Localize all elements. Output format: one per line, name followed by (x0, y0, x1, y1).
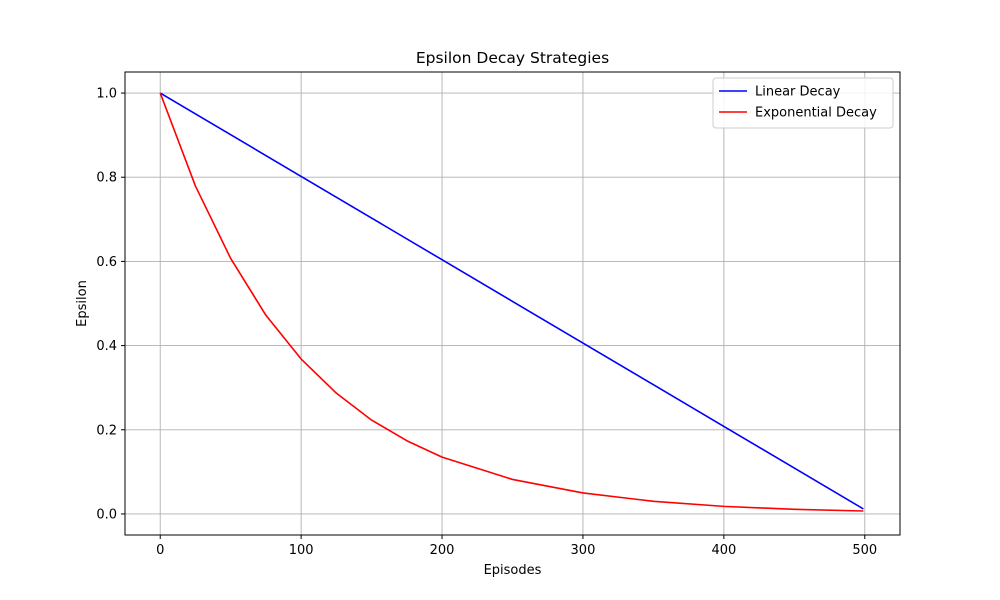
chart-title: Epsilon Decay Strategies (416, 49, 609, 67)
x-tick-label: 0 (156, 543, 164, 558)
legend-label-exponential-decay: Exponential Decay (755, 106, 877, 121)
x-axis-label: Episodes (484, 563, 542, 578)
y-axis-ticks: 0.0 0.2 0.4 0.6 0.8 1.0 (96, 87, 125, 522)
plot-frame (124, 71, 901, 536)
x-tick-label: 300 (571, 543, 596, 558)
x-axis-ticks: 0 100 200 300 400 500 (156, 535, 877, 558)
y-axis-label: Epsilon (75, 280, 90, 327)
x-tick-label: 200 (430, 543, 455, 558)
series-line-linear-decay (159, 92, 864, 510)
x-tick-label: 400 (711, 543, 736, 558)
x-tick-label: 100 (289, 543, 314, 558)
y-tick-label: 0.4 (96, 339, 117, 354)
y-tick-label: 0.2 (96, 423, 117, 438)
y-tick-label: 0.0 (96, 507, 117, 522)
plot-series (159, 92, 864, 512)
x-tick-label: 500 (852, 543, 877, 558)
y-tick-label: 0.8 (96, 171, 117, 186)
legend: Linear Decay Exponential Decay (712, 77, 894, 129)
y-tick-label: 0.6 (96, 255, 117, 270)
y-tick-label: 1.0 (96, 87, 117, 102)
legend-box (712, 77, 894, 129)
legend-label-linear-decay: Linear Decay (755, 85, 841, 100)
grid (125, 72, 900, 535)
series-line-exponential-decay (159, 92, 864, 512)
